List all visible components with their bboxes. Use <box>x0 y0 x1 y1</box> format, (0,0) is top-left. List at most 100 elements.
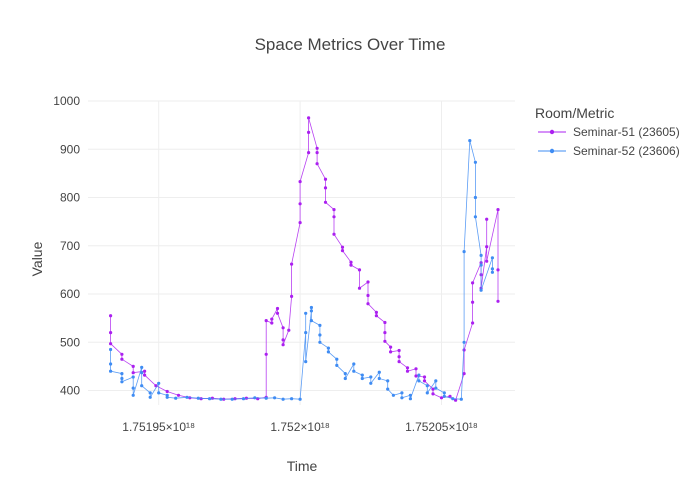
data-point[interactable] <box>391 393 395 397</box>
data-point[interactable] <box>349 263 353 267</box>
data-point[interactable] <box>366 302 370 306</box>
data-point[interactable] <box>241 397 246 401</box>
data-point[interactable] <box>273 396 277 400</box>
data-point[interactable] <box>315 151 319 155</box>
data-point[interactable] <box>304 360 308 364</box>
data-point[interactable] <box>131 364 135 368</box>
data-point[interactable] <box>386 387 390 391</box>
data-point[interactable] <box>405 366 410 370</box>
data-point[interactable] <box>196 396 200 400</box>
data-point[interactable] <box>323 200 328 204</box>
data-point[interactable] <box>281 343 285 347</box>
data-point[interactable] <box>357 268 362 272</box>
data-point[interactable] <box>422 375 427 379</box>
data-point[interactable] <box>405 369 410 373</box>
data-point[interactable] <box>290 294 294 298</box>
data-point[interactable] <box>479 253 483 257</box>
data-point[interactable] <box>287 328 291 332</box>
data-point[interactable] <box>298 397 302 401</box>
data-point[interactable] <box>174 396 178 400</box>
data-point[interactable] <box>397 360 401 364</box>
data-point[interactable] <box>304 331 308 335</box>
data-point[interactable] <box>340 249 345 253</box>
data-point[interactable] <box>335 357 339 361</box>
data-point[interactable] <box>148 391 152 395</box>
data-point[interactable] <box>462 340 466 344</box>
data-point[interactable] <box>148 395 152 399</box>
data-point[interactable] <box>140 384 144 388</box>
data-point[interactable] <box>414 367 418 371</box>
data-point[interactable] <box>434 379 438 383</box>
data-point[interactable] <box>165 389 169 394</box>
data-point[interactable] <box>120 352 124 356</box>
data-point[interactable] <box>109 369 113 373</box>
legend-item[interactable]: Seminar-51 (23605) <box>538 125 680 139</box>
data-point[interactable] <box>479 263 483 267</box>
data-point[interactable] <box>490 256 494 260</box>
data-point[interactable] <box>425 384 429 388</box>
data-point[interactable] <box>485 217 489 221</box>
data-point[interactable] <box>417 373 421 377</box>
data-point[interactable] <box>490 267 494 271</box>
data-point[interactable] <box>366 280 370 284</box>
data-point[interactable] <box>369 375 373 379</box>
data-point[interactable] <box>374 314 378 318</box>
data-point[interactable] <box>442 394 446 398</box>
data-point[interactable] <box>323 186 328 190</box>
data-point[interactable] <box>383 331 387 335</box>
data-point[interactable] <box>383 339 387 343</box>
data-point[interactable] <box>332 208 336 212</box>
data-point[interactable] <box>397 355 401 359</box>
data-point[interactable] <box>442 391 446 395</box>
data-point[interactable] <box>408 393 412 397</box>
data-point[interactable] <box>290 397 294 401</box>
data-point[interactable] <box>143 369 147 373</box>
data-point[interactable] <box>473 215 477 219</box>
data-point[interactable] <box>377 370 381 374</box>
data-point[interactable] <box>389 345 393 349</box>
data-point[interactable] <box>485 245 489 249</box>
data-point[interactable] <box>275 311 280 315</box>
data-point[interactable] <box>264 319 268 323</box>
data-point[interactable] <box>318 323 322 327</box>
data-point[interactable] <box>264 396 268 400</box>
data-point[interactable] <box>366 293 370 298</box>
data-point[interactable] <box>383 320 387 325</box>
data-point[interactable] <box>264 352 268 356</box>
data-point[interactable] <box>360 376 364 381</box>
data-point[interactable] <box>309 309 313 313</box>
data-point[interactable] <box>374 310 378 314</box>
data-point[interactable] <box>109 342 113 346</box>
data-point[interactable] <box>417 379 421 383</box>
data-point[interactable] <box>357 286 362 290</box>
data-point[interactable] <box>275 306 280 311</box>
data-point[interactable] <box>176 393 181 397</box>
data-point[interactable] <box>408 397 412 401</box>
data-point[interactable] <box>157 381 161 385</box>
data-point[interactable] <box>290 262 294 266</box>
data-point[interactable] <box>352 362 356 366</box>
data-point[interactable] <box>120 372 124 376</box>
data-point[interactable] <box>318 333 322 337</box>
data-point[interactable] <box>309 319 313 323</box>
data-point[interactable] <box>157 391 161 395</box>
data-point[interactable] <box>386 379 390 383</box>
data-point[interactable] <box>131 393 135 397</box>
data-point[interactable] <box>468 139 472 143</box>
data-point[interactable] <box>326 346 330 350</box>
data-point[interactable] <box>270 317 274 321</box>
data-point[interactable] <box>471 300 475 304</box>
data-point[interactable] <box>434 386 438 390</box>
data-point[interactable] <box>462 250 466 254</box>
data-point[interactable] <box>496 268 500 272</box>
data-point[interactable] <box>459 397 463 401</box>
data-point[interactable] <box>462 372 466 376</box>
data-point[interactable] <box>298 180 302 184</box>
data-point[interactable] <box>414 374 418 378</box>
data-point[interactable] <box>309 305 313 310</box>
data-point[interactable] <box>298 202 302 206</box>
data-point[interactable] <box>109 314 113 318</box>
data-point[interactable] <box>298 221 302 225</box>
data-point[interactable] <box>326 350 330 354</box>
data-point[interactable] <box>431 392 435 396</box>
